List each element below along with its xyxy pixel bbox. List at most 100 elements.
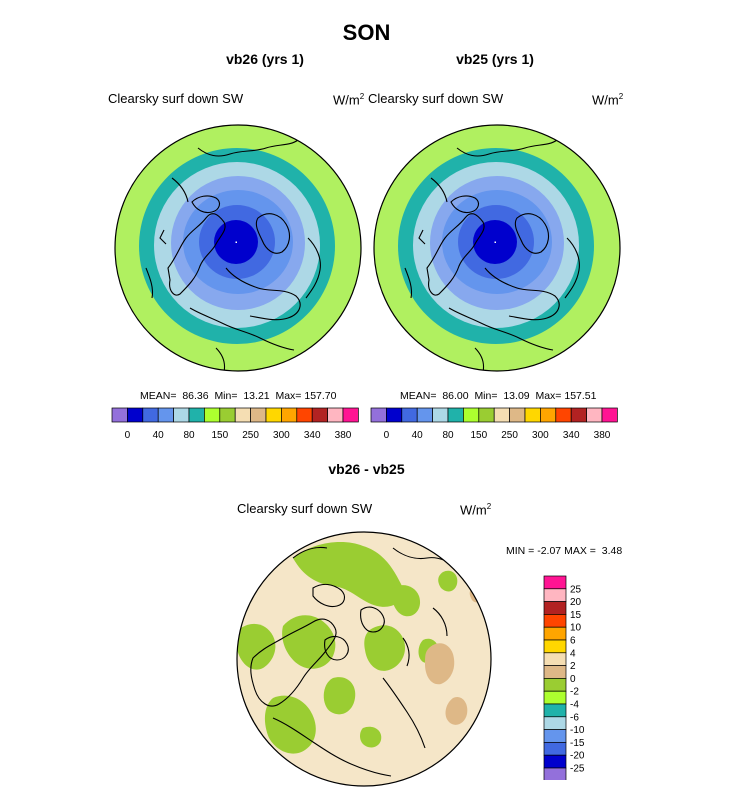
- colorbar-tick-label: -2: [570, 687, 579, 698]
- diff-min-label: MIN =: [506, 545, 535, 557]
- colorbar-tick-label: -4: [570, 700, 579, 711]
- max-value: 157.51: [564, 390, 597, 402]
- colorbar-tick-label: 4: [570, 648, 576, 659]
- colorbar-cell: [543, 588, 567, 602]
- colorbar-left: 0 40 80 150 250 300 340 380: [111, 407, 359, 441]
- season-title: SON: [342, 20, 391, 45]
- colorbar-cell: [386, 407, 403, 423]
- colorbar-cell: [265, 407, 282, 423]
- max-label: Max=: [535, 390, 562, 402]
- diff-max-value: 3.48: [601, 545, 623, 557]
- colorbar-cell: [296, 407, 313, 423]
- colorbar-cell: [204, 407, 221, 423]
- map-border-diff: [236, 531, 492, 787]
- colorbar-cell: [416, 407, 433, 423]
- min-label: Min=: [214, 390, 238, 402]
- colorbar-tick-label: 20: [570, 597, 582, 608]
- diff-units-exp: 2: [486, 502, 492, 511]
- colorbar-cell: [570, 407, 587, 423]
- mean-label: MEAN=: [400, 390, 437, 402]
- colorbar-tick-label: 0: [384, 430, 390, 441]
- colorbar-cell: [219, 407, 236, 423]
- colorbar-cell: [601, 407, 618, 423]
- colorbar-tick-label: 80: [183, 430, 195, 441]
- min-value: 13.21: [243, 390, 270, 402]
- colorbar-cell: [543, 601, 567, 615]
- colorbar-tick-label: 300: [532, 430, 549, 441]
- colorbar-cell: [586, 407, 603, 423]
- max-value: 157.70: [304, 390, 337, 402]
- colorbar-tick-label: 6: [570, 636, 576, 647]
- coastlines-left: [145, 139, 321, 371]
- units-base-left: W/m: [333, 92, 360, 108]
- polar-map-left: [114, 124, 362, 372]
- north-pole-marker: [235, 241, 237, 243]
- colorbar-cell: [327, 407, 344, 423]
- colorbar-tick-label: 380: [594, 430, 611, 441]
- panel-title-left: vb26 (yrs 1): [226, 51, 304, 67]
- units-base-right: W/m: [592, 92, 619, 108]
- colorbar-cell: [543, 665, 567, 679]
- colorbar-cell: [188, 407, 205, 423]
- colorbar-cell: [127, 407, 144, 423]
- colorbar-tick-label: -15: [570, 738, 585, 749]
- colorbar-cell: [463, 407, 480, 423]
- colorbar-tick-label: 40: [153, 430, 165, 441]
- diff-min-value: -2.07: [537, 545, 562, 557]
- units-right: W/m2: [592, 92, 623, 107]
- colorbar-tick-label: 300: [273, 430, 290, 441]
- colorbar-cell: [157, 407, 174, 423]
- colorbar-tick-label: 15: [570, 610, 582, 621]
- colorbar-cell: [370, 407, 387, 423]
- north-pole-marker: [494, 241, 496, 243]
- colorbar-cell: [543, 575, 567, 590]
- polar-map-diff: [236, 531, 492, 787]
- colorbar-cell: [142, 407, 159, 423]
- colorbar-cell: [555, 407, 572, 423]
- diff-title: vb26 - vb25: [328, 461, 405, 477]
- mean-value: 86.00: [442, 390, 469, 402]
- diff-units: W/m2: [460, 502, 491, 517]
- panel-title-right: vb25 (yrs 1): [456, 51, 534, 67]
- colorbar-tick-label: 80: [442, 430, 454, 441]
- colorbar-tick-label: 2: [570, 661, 576, 672]
- colorbar-tick-label: 150: [470, 430, 487, 441]
- colorbar-tick-label: 0: [570, 674, 576, 685]
- diff-min-max: MIN = -2.07 MAX = 3.48: [506, 545, 622, 557]
- map-border-right: [373, 124, 621, 372]
- units-exp-left: 2: [359, 92, 365, 101]
- colorbar-cell: [543, 742, 567, 756]
- coastlines-right: [404, 139, 580, 371]
- colorbar-cell: [281, 407, 298, 423]
- units-left: W/m2: [333, 92, 364, 107]
- colorbar-tick-label: -20: [570, 751, 585, 762]
- colorbar-cell: [543, 703, 567, 718]
- colorbar-tick-label: 340: [304, 430, 321, 441]
- colorbar-tick-label: 25: [570, 584, 582, 595]
- colorbar-tick-label: 0: [125, 430, 131, 441]
- colorbar-cell: [543, 690, 567, 705]
- colorbar-tick-label: 150: [211, 430, 228, 441]
- colorbar-cell: [543, 652, 567, 666]
- colorbar-right: 0 40 80 150 250 300 340 380: [370, 407, 618, 441]
- colorbar-cell: [493, 407, 510, 423]
- colorbar-cell: [173, 407, 190, 423]
- colorbar-cell: [234, 407, 251, 423]
- colorbar-cell: [447, 407, 464, 423]
- colorbar-tick-label: 380: [335, 430, 352, 441]
- colorbar-cell: [342, 407, 359, 423]
- units-exp-right: 2: [618, 92, 624, 101]
- colorbar-cell: [524, 407, 541, 423]
- field-label-left: Clearsky surf down SW: [108, 91, 244, 106]
- diff-units-base: W/m: [460, 502, 487, 518]
- min-label: Min=: [474, 390, 498, 402]
- colorbar-cell: [509, 407, 526, 423]
- colorbar-tick-label: 340: [563, 430, 580, 441]
- colorbar-cell: [540, 407, 557, 423]
- diff-field-label: Clearsky surf down SW: [237, 501, 373, 516]
- field-label-right: Clearsky surf down SW: [368, 91, 504, 106]
- colorbar-cell: [543, 729, 567, 743]
- map-border-left: [114, 124, 362, 372]
- colorbar-cell: [543, 716, 567, 730]
